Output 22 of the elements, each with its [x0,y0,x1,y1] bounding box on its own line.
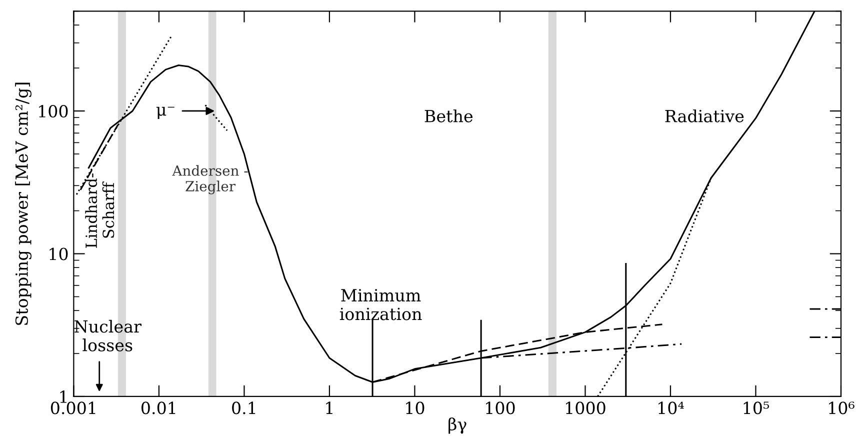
annotation: μ⁻ [156,106,174,120]
x-tick-label: 1 [326,402,332,414]
x-tick-label: 10 [406,402,424,414]
y-axis-title: Stopping power [MeV cm²/g] [15,82,32,325]
x-tick-label: 1000 [566,402,606,414]
x-tick-label: 0.01 [141,402,176,414]
annotation: Bethe [424,109,473,122]
x-tick-label: 0.001 [50,402,96,414]
annotation: Minimum ionization [340,289,422,320]
x-tick-label: 10⁴ [658,402,684,414]
x-tick-label: 0.1 [232,402,256,414]
annotation: Nuclear losses [74,320,142,352]
annotation: Lindhard- Scharff [85,174,114,248]
x-tick-label: 100 [486,402,515,414]
annotation: Radiative [665,109,744,122]
y-tick-label: 10 [50,248,68,260]
x-tick-label: 10⁶ [829,402,854,414]
x-axis-title: βγ [448,417,466,434]
y-tick-label: 1 [60,390,66,403]
annotation: Andersen - Ziegler [172,165,248,194]
x-tick-label: 10⁵ [744,402,770,414]
y-tick-label: 100 [39,104,68,118]
